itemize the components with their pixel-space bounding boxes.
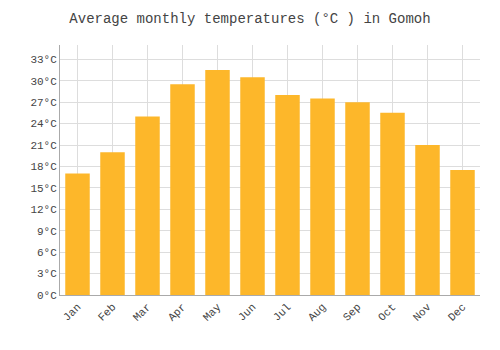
- svg-text:18°C: 18°C: [30, 161, 57, 173]
- svg-text:Nov: Nov: [411, 301, 434, 324]
- svg-text:30°C: 30°C: [30, 76, 57, 88]
- svg-text:0°C: 0°C: [37, 290, 57, 302]
- svg-text:Apr: Apr: [166, 301, 188, 323]
- svg-text:Feb: Feb: [96, 301, 118, 323]
- svg-text:Oct: Oct: [376, 301, 398, 323]
- svg-text:15°C: 15°C: [30, 183, 57, 195]
- svg-text:Dec: Dec: [446, 301, 468, 323]
- svg-text:Jan: Jan: [61, 301, 83, 323]
- svg-text:Mar: Mar: [131, 301, 153, 323]
- svg-text:Jul: Jul: [271, 301, 293, 323]
- svg-text:24°C: 24°C: [30, 118, 57, 130]
- svg-text:12°C: 12°C: [30, 204, 57, 216]
- svg-text:21°C: 21°C: [30, 140, 57, 152]
- svg-text:Jun: Jun: [236, 301, 258, 323]
- svg-text:9°C: 9°C: [37, 226, 57, 238]
- svg-text:Aug: Aug: [306, 301, 328, 323]
- svg-text:Average monthly temperatures (: Average monthly temperatures (°C ) in Go…: [69, 11, 430, 27]
- svg-text:6°C: 6°C: [37, 247, 57, 259]
- svg-text:May: May: [201, 301, 224, 324]
- svg-text:Sep: Sep: [341, 301, 363, 323]
- svg-text:27°C: 27°C: [30, 97, 57, 109]
- svg-text:3°C: 3°C: [37, 268, 57, 280]
- svg-text:33°C: 33°C: [30, 54, 57, 66]
